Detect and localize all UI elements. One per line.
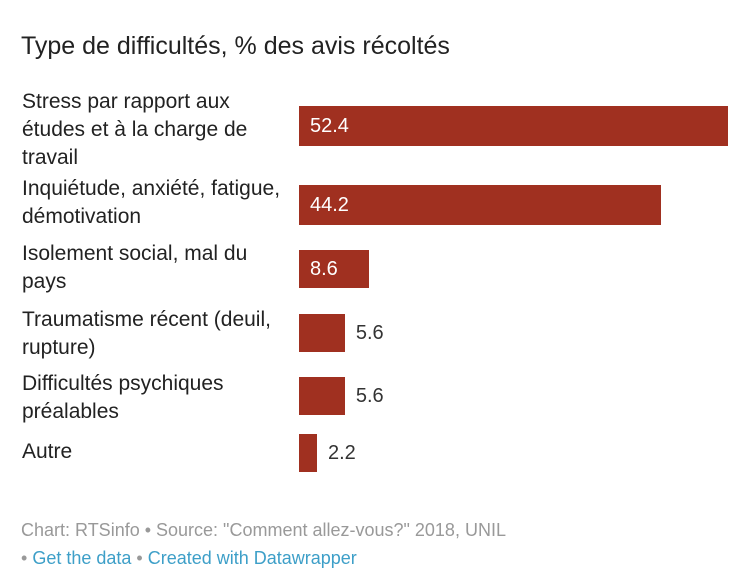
value-label: 5.6 [355,385,384,407]
category-label: Difficultés psychiques préalables [22,372,224,423]
category-label: Isolement social, mal du pays [22,242,248,293]
separator: • [131,548,148,568]
bar [299,185,661,225]
bar-chart: Stress par rapport aux études et à la ch… [22,90,728,472]
bar [299,434,317,472]
value-label: 52.4 [310,115,349,137]
value-label: 2.2 [328,442,356,464]
value-label: 44.2 [310,194,349,216]
category-label: Traumatisme récent (deuil, rupture) [22,308,271,359]
category-label: Stress par rapport aux études et à la ch… [22,90,248,169]
bar [299,250,370,288]
bar [299,314,345,352]
category-label: Inquiétude, anxiété, fatigue, démotivati… [22,177,281,228]
source-line: Chart: RTSinfo • Source: "Comment allez-… [21,520,506,540]
get-the-data-link[interactable]: Get the data [32,548,132,568]
value-label: 8.6 [310,258,338,280]
links-line: • Get the data • Created with Datawrappe… [21,544,721,572]
chart-title: Type de difficultés, % des avis récoltés [21,32,450,60]
created-with-datawrapper-link[interactable]: Created with Datawrapper [147,548,357,568]
bar [299,106,728,146]
category-label: Autre [22,440,73,463]
chart-footer: Chart: RTSinfo • Source: "Comment allez-… [21,516,721,572]
bar [299,377,345,415]
value-label: 5.6 [355,322,384,344]
separator: • [21,548,33,568]
